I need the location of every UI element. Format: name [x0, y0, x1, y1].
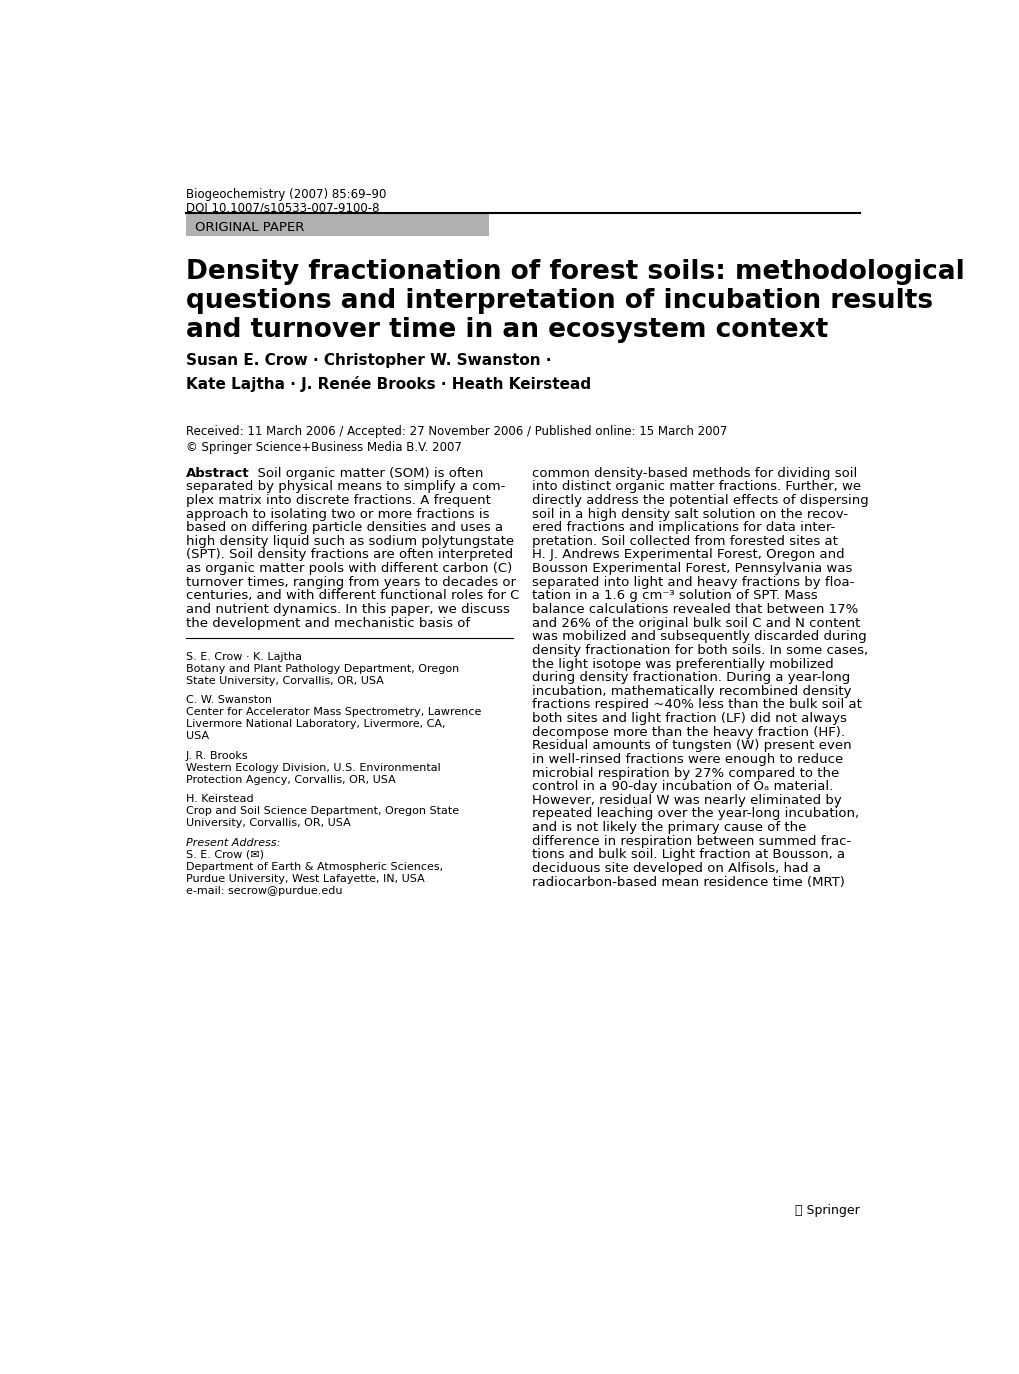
Text: USA: USA: [185, 731, 209, 741]
Text: fractions respired ~40% less than the bulk soil at: fractions respired ~40% less than the bu…: [532, 698, 861, 712]
Text: microbial respiration by 27% compared to the: microbial respiration by 27% compared to…: [532, 767, 839, 779]
Text: ⑂ Springer: ⑂ Springer: [795, 1204, 859, 1216]
Text: density fractionation for both soils. In some cases,: density fractionation for both soils. In…: [532, 644, 868, 657]
Text: Western Ecology Division, U.S. Environmental: Western Ecology Division, U.S. Environme…: [185, 763, 440, 772]
Text: Present Address:: Present Address:: [185, 838, 280, 848]
Text: Soil organic matter (SOM) is often: Soil organic matter (SOM) is often: [249, 467, 483, 480]
Text: e-mail: secrow@purdue.edu: e-mail: secrow@purdue.edu: [185, 885, 341, 896]
Text: was mobilized and subsequently discarded during: was mobilized and subsequently discarded…: [532, 631, 866, 643]
Text: and nutrient dynamics. In this paper, we discuss: and nutrient dynamics. In this paper, we…: [185, 603, 510, 616]
Text: high density liquid such as sodium polytungstate: high density liquid such as sodium polyt…: [185, 534, 514, 548]
Text: Biogeochemistry (2007) 85:69–90: Biogeochemistry (2007) 85:69–90: [185, 188, 385, 201]
Text: pretation. Soil collected from forested sites at: pretation. Soil collected from forested …: [532, 534, 838, 548]
Text: separated into light and heavy fractions by floa-: separated into light and heavy fractions…: [532, 576, 854, 588]
Text: turnover times, ranging from years to decades or: turnover times, ranging from years to de…: [185, 576, 516, 588]
Text: ORIGINAL PAPER: ORIGINAL PAPER: [195, 221, 304, 234]
Text: Bousson Experimental Forest, Pennsylvania was: Bousson Experimental Forest, Pennsylvani…: [532, 562, 852, 576]
Text: Abstract: Abstract: [185, 467, 249, 480]
Text: Protection Agency, Corvallis, OR, USA: Protection Agency, Corvallis, OR, USA: [185, 775, 395, 785]
Text: repeated leaching over the year-long incubation,: repeated leaching over the year-long inc…: [532, 808, 859, 820]
Text: in well-rinsed fractions were enough to reduce: in well-rinsed fractions were enough to …: [532, 753, 843, 765]
Text: H. J. Andrews Experimental Forest, Oregon and: H. J. Andrews Experimental Forest, Orego…: [532, 548, 844, 562]
Text: Livermore National Laboratory, Livermore, CA,: Livermore National Laboratory, Livermore…: [185, 719, 444, 730]
Text: tions and bulk soil. Light fraction at Bousson, a: tions and bulk soil. Light fraction at B…: [532, 848, 845, 861]
Text: ered fractions and implications for data inter-: ered fractions and implications for data…: [532, 521, 835, 534]
Text: radiocarbon-based mean residence time (MRT): radiocarbon-based mean residence time (M…: [532, 875, 845, 889]
Bar: [185, 214, 488, 236]
Text: as organic matter pools with different carbon (C): as organic matter pools with different c…: [185, 562, 512, 576]
Text: Density fractionation of forest soils: methodological: Density fractionation of forest soils: m…: [185, 258, 963, 284]
Text: J. R. Brooks: J. R. Brooks: [185, 750, 248, 761]
Text: deciduous site developed on Alfisols, had a: deciduous site developed on Alfisols, ha…: [532, 861, 820, 875]
Text: the development and mechanistic basis of: the development and mechanistic basis of: [185, 617, 470, 629]
Text: tation in a 1.6 g cm⁻³ solution of SPT. Mass: tation in a 1.6 g cm⁻³ solution of SPT. …: [532, 589, 817, 602]
Text: directly address the potential effects of dispersing: directly address the potential effects o…: [532, 495, 868, 507]
Text: difference in respiration between summed frac-: difference in respiration between summed…: [532, 834, 851, 848]
Text: (SPT). Soil density fractions are often interpreted: (SPT). Soil density fractions are often …: [185, 548, 513, 562]
Text: centuries, and with different functional roles for C: centuries, and with different functional…: [185, 589, 519, 602]
Text: © Springer Science+Business Media B.V. 2007: © Springer Science+Business Media B.V. 2…: [185, 441, 461, 453]
Text: control in a 90-day incubation of Oₐ material.: control in a 90-day incubation of Oₐ mat…: [532, 780, 833, 793]
Text: incubation, mathematically recombined density: incubation, mathematically recombined de…: [532, 684, 851, 698]
Text: soil in a high density salt solution on the recov-: soil in a high density salt solution on …: [532, 507, 848, 521]
Text: H. Keirstead: H. Keirstead: [185, 794, 253, 804]
Text: questions and interpretation of incubation results: questions and interpretation of incubati…: [185, 289, 931, 315]
Text: common density-based methods for dividing soil: common density-based methods for dividin…: [532, 467, 857, 480]
Text: Susan E. Crow · Christopher W. Swanston ·: Susan E. Crow · Christopher W. Swanston …: [185, 353, 550, 368]
Text: approach to isolating two or more fractions is: approach to isolating two or more fracti…: [185, 507, 489, 521]
Text: and turnover time in an ecosystem context: and turnover time in an ecosystem contex…: [185, 317, 827, 344]
Text: University, Corvallis, OR, USA: University, Corvallis, OR, USA: [185, 818, 351, 829]
Text: Botany and Plant Pathology Department, Oregon: Botany and Plant Pathology Department, O…: [185, 664, 459, 673]
Text: Kate Lajtha · J. Renée Brooks · Heath Keirstead: Kate Lajtha · J. Renée Brooks · Heath Ke…: [185, 376, 590, 392]
Text: during density fractionation. During a year-long: during density fractionation. During a y…: [532, 671, 850, 684]
Text: Purdue University, West Lafayette, IN, USA: Purdue University, West Lafayette, IN, U…: [185, 874, 424, 883]
Text: S. E. Crow (✉): S. E. Crow (✉): [185, 849, 263, 860]
Text: Center for Accelerator Mass Spectrometry, Lawrence: Center for Accelerator Mass Spectrometry…: [185, 708, 481, 717]
Text: DOI 10.1007/s10533-007-9100-8: DOI 10.1007/s10533-007-9100-8: [185, 201, 379, 214]
Text: separated by physical means to simplify a com-: separated by physical means to simplify …: [185, 481, 504, 493]
Text: S. E. Crow · K. Lajtha: S. E. Crow · K. Lajtha: [185, 651, 302, 662]
Text: and is not likely the primary cause of the: and is not likely the primary cause of t…: [532, 822, 806, 834]
Text: both sites and light fraction (LF) did not always: both sites and light fraction (LF) did n…: [532, 712, 847, 725]
Text: decompose more than the heavy fraction (HF).: decompose more than the heavy fraction (…: [532, 725, 845, 739]
Text: C. W. Swanston: C. W. Swanston: [185, 695, 271, 705]
Text: State University, Corvallis, OR, USA: State University, Corvallis, OR, USA: [185, 676, 383, 686]
Text: Residual amounts of tungsten (W) present even: Residual amounts of tungsten (W) present…: [532, 739, 851, 753]
Text: the light isotope was preferentially mobilized: the light isotope was preferentially mob…: [532, 658, 834, 671]
Text: Received: 11 March 2006 / Accepted: 27 November 2006 / Published online: 15 Marc: Received: 11 March 2006 / Accepted: 27 N…: [185, 425, 727, 438]
Text: Crop and Soil Science Department, Oregon State: Crop and Soil Science Department, Oregon…: [185, 807, 459, 816]
Text: based on differing particle densities and uses a: based on differing particle densities an…: [185, 521, 502, 534]
Text: balance calculations revealed that between 17%: balance calculations revealed that betwe…: [532, 603, 858, 616]
Text: and 26% of the original bulk soil C and N content: and 26% of the original bulk soil C and …: [532, 617, 860, 629]
Text: into distinct organic matter fractions. Further, we: into distinct organic matter fractions. …: [532, 481, 861, 493]
Text: However, residual W was nearly eliminated by: However, residual W was nearly eliminate…: [532, 794, 842, 807]
Text: plex matrix into discrete fractions. A frequent: plex matrix into discrete fractions. A f…: [185, 495, 490, 507]
Text: Department of Earth & Atmospheric Sciences,: Department of Earth & Atmospheric Scienc…: [185, 861, 442, 871]
